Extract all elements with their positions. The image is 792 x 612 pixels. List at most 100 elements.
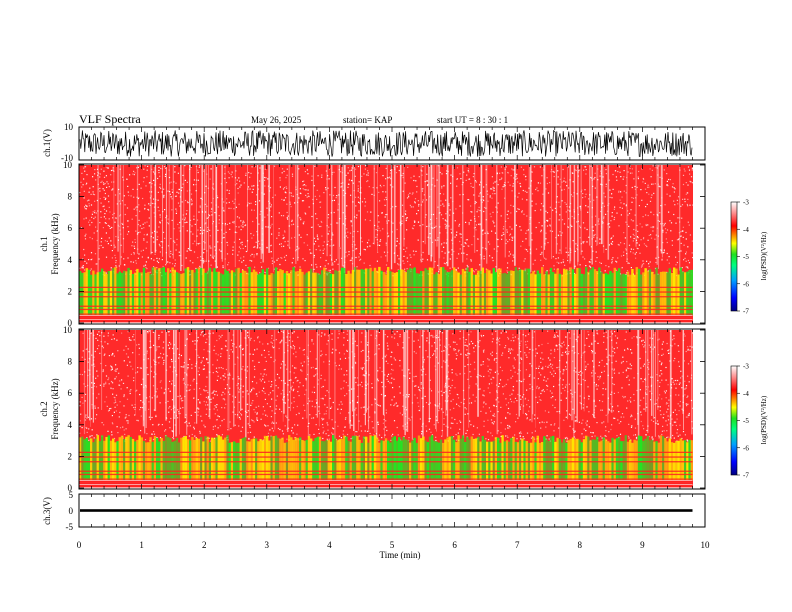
spectrogram-speckle xyxy=(605,213,607,215)
spectrogram-speckle xyxy=(422,166,424,168)
spectrogram-speckle xyxy=(454,418,456,421)
spectrogram-speckle xyxy=(252,360,254,362)
spectrogram-speckle xyxy=(377,244,379,246)
spectrogram-speckle xyxy=(152,438,155,441)
spectrogram-speckle xyxy=(238,226,240,228)
spectrogram-speckle xyxy=(443,262,445,264)
spectrogram-speckle xyxy=(501,235,503,237)
spectrogram-speckle xyxy=(377,215,379,217)
spectrogram-speckle xyxy=(416,213,418,215)
spectrogram-speckle xyxy=(230,207,232,209)
spectrogram-speckle xyxy=(627,400,629,402)
spectrogram-speckle xyxy=(450,182,452,184)
spectrogram-speckle xyxy=(281,172,283,174)
spectrogram-speckle xyxy=(659,360,661,362)
spectrogram-speckle xyxy=(170,417,172,420)
spectrogram-speckle xyxy=(605,173,607,175)
spectrogram-speckle xyxy=(111,181,113,183)
ch1-colorbar xyxy=(730,201,738,312)
spectrogram-speckle xyxy=(581,189,583,191)
colorbar-tick-label: -4 xyxy=(743,226,749,234)
spectrogram-speckle xyxy=(515,421,517,423)
spectrogram-speckle xyxy=(289,192,291,194)
spectrogram-speckle xyxy=(159,214,161,216)
spectrogram-speckle xyxy=(256,413,258,415)
spectrogram-speckle xyxy=(191,204,193,206)
spectrogram-speckle xyxy=(119,214,122,216)
spectrogram-band-cell xyxy=(222,274,225,316)
spectrogram-speckle xyxy=(540,246,543,248)
spectrogram-speckle xyxy=(687,192,689,194)
spectrogram-band-cell xyxy=(219,273,223,316)
spectrogram-speckle xyxy=(612,173,614,176)
spectrogram-speckle xyxy=(94,405,96,407)
spectrogram-speckle xyxy=(146,350,148,352)
spectrogram-speckle xyxy=(419,390,421,392)
spectrogram-tonal-line xyxy=(79,318,693,320)
spectrogram-speckle xyxy=(156,396,158,398)
spectrogram-speckle xyxy=(558,379,561,381)
spectrogram-speckle xyxy=(666,411,668,413)
spectrogram-speckle xyxy=(686,405,688,407)
spectrogram-speckle xyxy=(189,389,191,391)
spectrogram-speckle xyxy=(487,419,489,421)
spectrogram-speckle xyxy=(429,356,431,359)
spectrogram-speckle xyxy=(377,370,379,372)
spectrogram-speckle xyxy=(586,337,588,339)
spectrogram-speckle xyxy=(280,380,283,382)
spectrogram-speckle xyxy=(178,251,180,253)
spectrogram-speckle xyxy=(617,257,619,259)
spectrogram-speckle xyxy=(687,184,689,186)
spectrogram-speckle xyxy=(397,343,399,345)
spectrogram-speckle xyxy=(455,434,457,436)
spectrogram-speckle xyxy=(421,188,423,190)
spectrogram-speckle xyxy=(402,260,404,262)
spectrogram-speckle xyxy=(689,180,691,182)
spectrogram-band-cell xyxy=(479,270,482,316)
spectrogram-speckle xyxy=(515,224,517,226)
spectrogram-speckle xyxy=(369,432,371,435)
spectrogram-speckle xyxy=(105,175,107,177)
spectrogram-speckle xyxy=(501,370,503,372)
spectrogram-speckle xyxy=(185,213,187,215)
spectrogram-speckle xyxy=(399,359,401,362)
spectrogram-speckle xyxy=(630,414,632,416)
spectrogram-speckle xyxy=(397,405,399,407)
spectrogram-speckle xyxy=(509,234,511,236)
spectrogram-speckle xyxy=(103,205,105,207)
spectrogram-speckle xyxy=(360,258,362,260)
spectrogram-speckle xyxy=(309,414,311,416)
spectrogram-speckle xyxy=(568,206,571,208)
spectrogram-speckle xyxy=(661,362,663,364)
spectrogram-speckle xyxy=(136,233,139,235)
spectrogram-speckle xyxy=(504,182,506,184)
spectrogram-speckle xyxy=(138,197,140,199)
spectrogram-speckle xyxy=(406,247,408,249)
spectrogram-speckle xyxy=(681,387,683,389)
spectrogram-speckle xyxy=(337,222,339,224)
spectrogram-speckle xyxy=(153,241,155,243)
spectrogram-speckle xyxy=(304,171,306,173)
spectrogram-speckle xyxy=(94,365,96,367)
spectrogram-speckle xyxy=(88,203,90,205)
spectrogram-speckle xyxy=(158,243,160,245)
spectrogram-streak xyxy=(189,165,191,251)
spectrogram-band-cell xyxy=(670,273,674,316)
spectrogram-speckle xyxy=(114,221,116,223)
spectrogram-speckle xyxy=(453,349,455,352)
spectrogram-speckle xyxy=(183,382,185,384)
spectrogram-speckle xyxy=(105,210,108,212)
spectrogram-speckle xyxy=(284,382,286,384)
spectrogram-speckle xyxy=(381,212,383,214)
spectrogram-speckle xyxy=(506,229,508,231)
spectrogram-speckle xyxy=(688,224,690,226)
spectrogram-speckle xyxy=(282,237,284,239)
spectrogram-speckle xyxy=(682,236,684,238)
spectrogram-speckle xyxy=(138,204,140,206)
spectrogram-speckle xyxy=(175,212,177,214)
spectrogram-speckle xyxy=(281,430,284,432)
spectrogram-speckle xyxy=(472,186,474,188)
spectrogram-speckle xyxy=(492,376,494,378)
spectrogram-speckle xyxy=(677,345,679,347)
